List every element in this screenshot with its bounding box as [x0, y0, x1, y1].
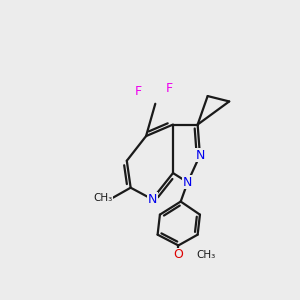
Text: N: N: [183, 176, 192, 189]
Text: N: N: [148, 193, 157, 206]
Text: CH₃: CH₃: [197, 250, 216, 260]
Text: F: F: [135, 85, 142, 98]
Text: CH₃: CH₃: [94, 193, 113, 203]
Text: F: F: [166, 82, 173, 95]
Text: O: O: [173, 248, 183, 261]
Text: N: N: [195, 149, 205, 162]
